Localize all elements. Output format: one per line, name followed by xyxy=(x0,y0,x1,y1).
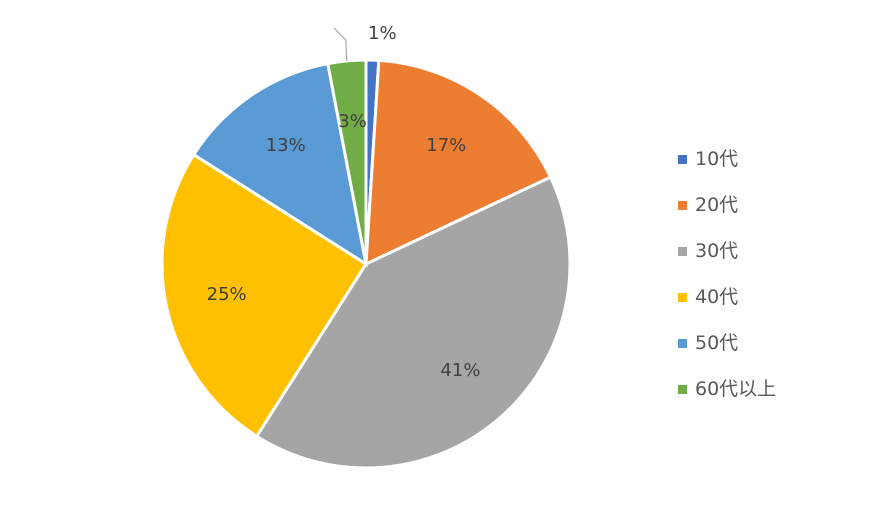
pie-slice-50s xyxy=(191,61,369,268)
data-label-60s-plus: 3% xyxy=(338,111,367,132)
legend-item-60s-plus: 60代以上 xyxy=(678,366,776,412)
legend-item-10s: 10代 xyxy=(678,136,776,182)
legend-swatch-10s xyxy=(678,154,687,164)
data-label-20s: 17% xyxy=(426,135,466,156)
legend-label-20s: 20代 xyxy=(695,194,739,216)
pie-slice-20s xyxy=(364,58,553,267)
leader-line-60s-plus xyxy=(333,27,348,61)
legend-item-50s: 50代 xyxy=(678,320,776,366)
legend-label-60s-plus: 60代以上 xyxy=(695,378,777,400)
legend: 10代 20代 30代 40代 50代 60代以上 xyxy=(678,136,776,412)
data-label-50s: 13% xyxy=(266,135,306,156)
legend-item-20s: 20代 xyxy=(678,182,776,228)
pie-slice-40s xyxy=(160,152,369,439)
legend-swatch-40s xyxy=(678,292,687,302)
legend-swatch-20s xyxy=(678,200,687,210)
legend-label-40s: 40代 xyxy=(695,286,739,308)
legend-swatch-30s xyxy=(678,246,687,256)
data-label-10s: 1% xyxy=(368,23,397,44)
legend-label-30s: 30代 xyxy=(695,240,739,262)
legend-swatch-50s xyxy=(678,338,687,348)
data-label-30s: 41% xyxy=(440,360,480,381)
legend-label-50s: 50代 xyxy=(695,332,739,354)
legend-label-10s: 10代 xyxy=(695,148,739,170)
legend-item-30s: 30代 xyxy=(678,228,776,274)
data-label-40s: 25% xyxy=(207,284,247,305)
pie-slice-30s xyxy=(254,175,572,470)
legend-swatch-60s-plus xyxy=(678,384,687,394)
legend-item-40s: 40代 xyxy=(678,274,776,320)
